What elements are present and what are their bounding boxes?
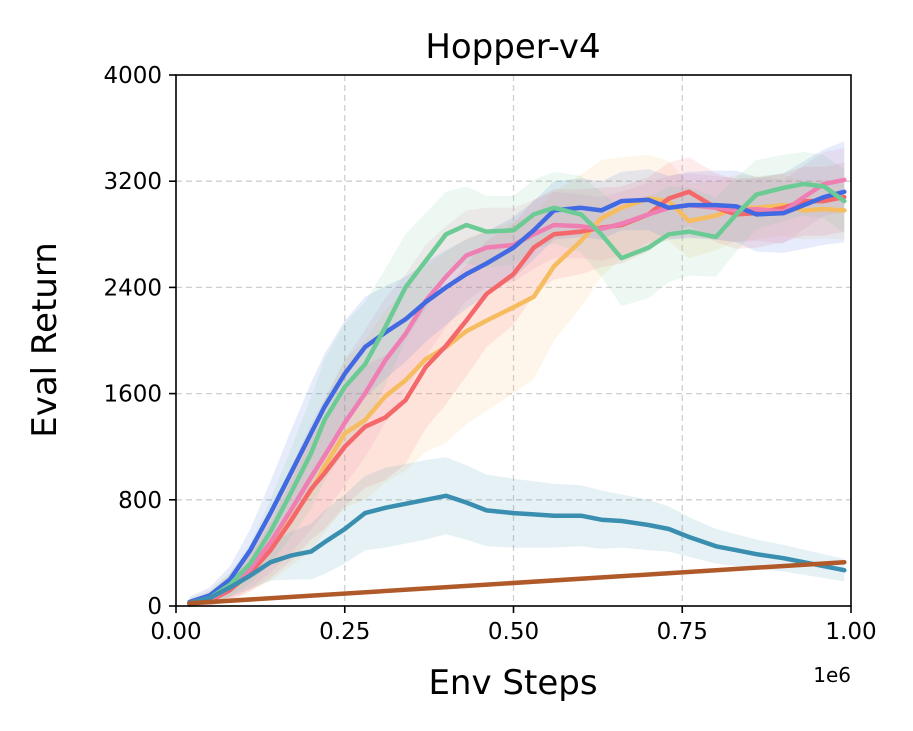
line-layer [187,177,847,607]
x-tick-label: 0.50 [488,619,539,645]
y-tick-label: 3200 [103,169,162,195]
x-tick-label: 0.75 [657,619,708,645]
series-band-red [189,157,845,607]
y-tick-label: 0 [147,594,162,620]
tick-layer: 0.00 0.25 0.50 0.75 1.00 0 800 1600 2400 3200 4000 [103,63,876,645]
y-tick-label: 2400 [103,275,162,301]
x-tick-label: 1.00 [825,619,876,645]
series-band-yellow [189,154,845,606]
y-tick-label: 4000 [103,63,162,89]
series-line-blue [187,189,847,605]
series-band-teal [189,457,845,606]
y-axis-label: Eval Return [25,242,65,438]
x-axis-label: Env Steps [428,663,597,703]
chart-title: Hopper-v4 [425,27,600,67]
series-line-teal [187,493,847,606]
y-tick-label: 800 [118,488,162,514]
series-line-red [187,189,847,607]
series-line-green [187,181,847,606]
series-line-brown [187,559,847,606]
series-band-green [189,152,845,606]
x-tick-label: 0.00 [150,619,201,645]
x-tick-label: 0.25 [319,619,370,645]
x-axis-offset-label: 1e6 [813,663,851,687]
y-tick-label: 1600 [103,382,162,408]
series-line-pink [187,177,847,607]
